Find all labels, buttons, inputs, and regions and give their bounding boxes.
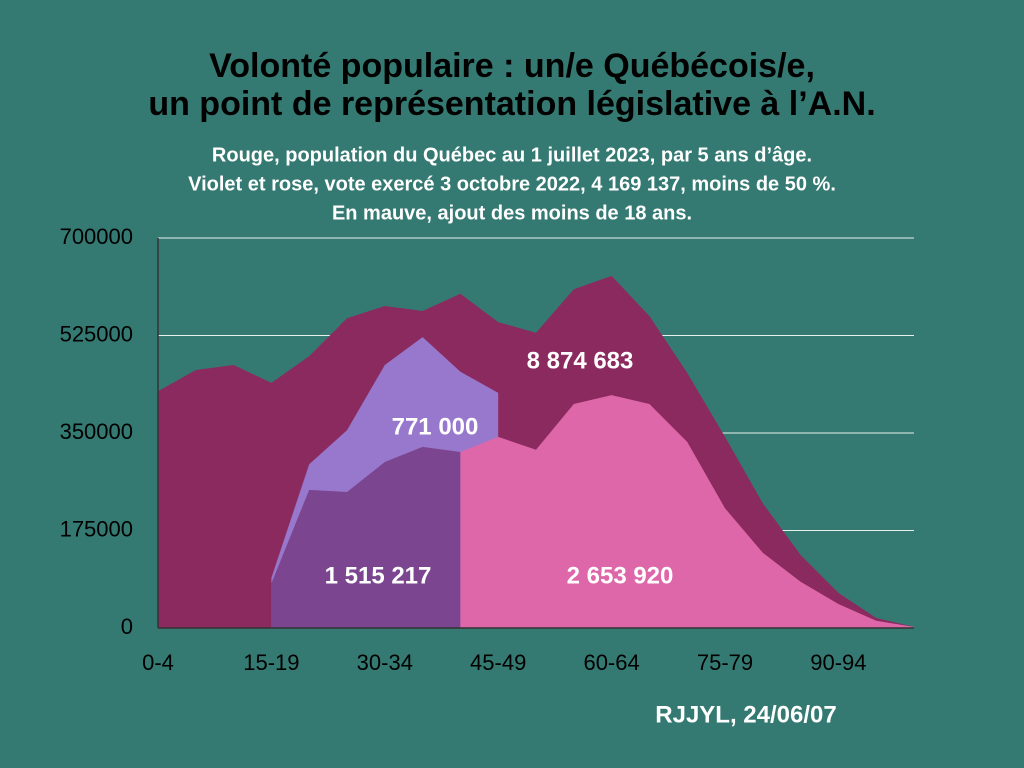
x-tick-label: 30-34 — [357, 650, 413, 675]
subtitle: Violet et rose, vote exercé 3 octobre 20… — [188, 173, 836, 195]
area-label: 1 515 217 — [325, 562, 432, 589]
x-tick-label: 0-4 — [142, 650, 174, 675]
chart-title: un point de représentation législative à… — [148, 85, 875, 123]
y-tick-label: 0 — [121, 614, 133, 639]
y-tick-label: 525000 — [60, 321, 133, 346]
subtitle: Rouge, population du Québec au 1 juillet… — [212, 144, 812, 166]
y-tick-label: 175000 — [60, 516, 133, 541]
x-tick-label: 45-49 — [470, 650, 526, 675]
credit: RJJYL, 24/06/07 — [655, 701, 836, 728]
chart-title: Volonté populaire : un/e Québécois/e, — [209, 47, 815, 85]
subtitle: En mauve, ajout des moins de 18 ans. — [332, 202, 692, 224]
area-label: 8 874 683 — [527, 347, 634, 374]
x-tick-label: 15-19 — [243, 650, 299, 675]
area-label: 2 653 920 — [567, 562, 674, 589]
x-tick-label: 75-79 — [697, 650, 753, 675]
area — [271, 446, 461, 628]
y-tick-label: 700000 — [60, 224, 133, 249]
y-tick-label: 350000 — [60, 419, 133, 444]
area-label: 771 000 — [392, 413, 479, 440]
x-tick-label: 90-94 — [810, 650, 866, 675]
x-tick-label: 60-64 — [583, 650, 639, 675]
area — [460, 395, 914, 628]
